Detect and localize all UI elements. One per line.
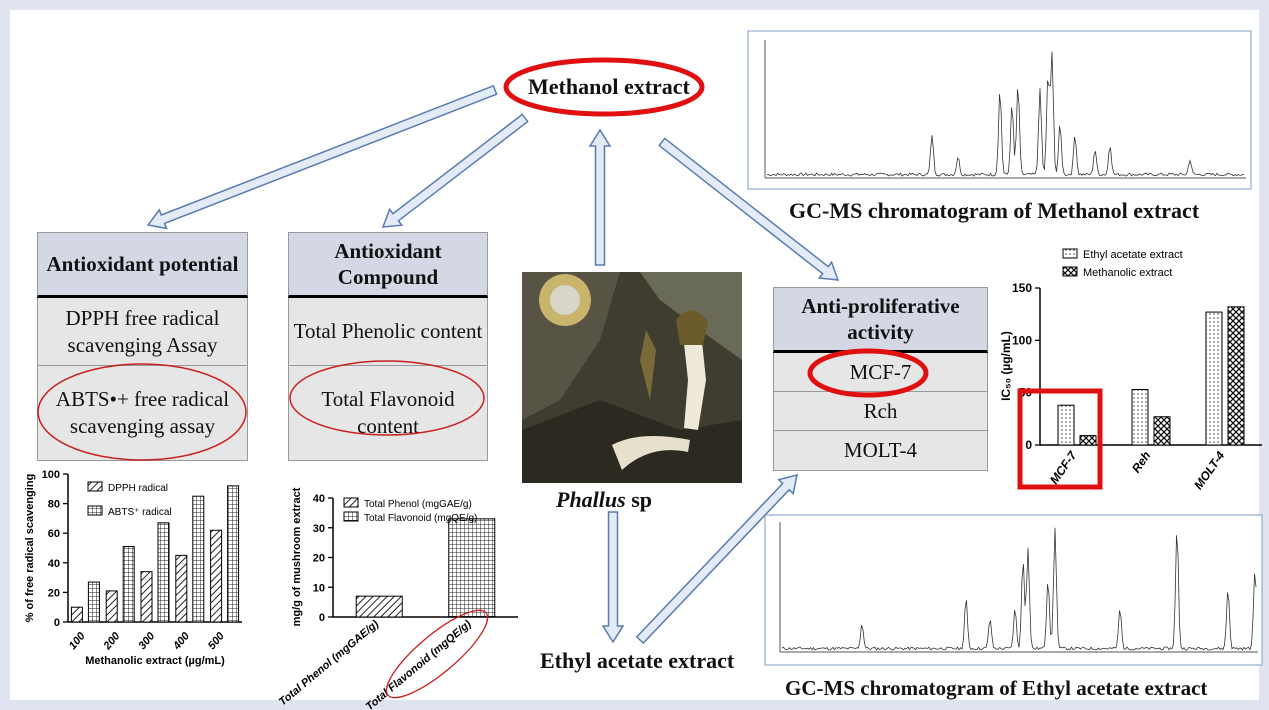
table-row: Total Flavonoid content: [288, 366, 488, 461]
bar: [71, 607, 82, 622]
bar: [158, 523, 169, 622]
bar: [176, 555, 187, 622]
y-tick-label: 30: [313, 523, 325, 535]
species-suffix: sp: [631, 487, 652, 512]
bar: [1154, 417, 1170, 445]
legend-swatch: [1063, 267, 1077, 276]
bar: [1228, 307, 1244, 445]
legend-label: DPPH radical: [108, 483, 168, 494]
gcms-methanol-caption: GC-MS chromatogram of Methanol extract: [789, 198, 1199, 224]
gcms-ethyl-chromatogram: [765, 515, 1262, 665]
y-tick-label: 0: [54, 617, 60, 629]
y-tick-label: 100: [42, 469, 60, 481]
bar: [228, 486, 239, 622]
bar: [356, 596, 402, 617]
gcms-ethyl-caption: GC-MS chromatogram of Ethyl acetate extr…: [785, 676, 1207, 701]
graphical-abstract: 020406080100100200300400500DPPH radicalA…: [0, 0, 1269, 710]
gcms-methanol-chromatogram: [748, 31, 1251, 189]
bar: [1080, 436, 1096, 445]
bar: [141, 572, 152, 622]
legend-swatch: [344, 512, 358, 521]
table-row: MOLT-4: [773, 431, 988, 471]
y-tick-label: 40: [48, 558, 60, 570]
legend-label: Total Flavonoid (mgQE/g): [364, 513, 477, 524]
y-tick-label: 80: [48, 499, 60, 511]
bar: [1206, 312, 1222, 445]
mushroom-photo: [522, 272, 742, 483]
y-tick-label: 100: [1012, 333, 1032, 347]
y-tick-label: 0: [1025, 438, 1032, 452]
table-header: Antioxidant Compound: [288, 232, 488, 298]
legend-swatch: [344, 498, 358, 507]
antioxidant-compound-table: Antioxidant Compound Total Phenolic cont…: [288, 232, 488, 461]
y-tick-label: 50: [1019, 386, 1033, 400]
legend-label: ABTS⁺ radical: [108, 507, 172, 518]
bar: [106, 591, 117, 622]
table-row: MCF-7: [773, 353, 988, 392]
bar: [1132, 390, 1148, 445]
table-row: Rch: [773, 392, 988, 431]
legend-label: Ethyl acetate extract: [1083, 249, 1183, 261]
table-row: Total Phenolic content: [288, 298, 488, 366]
y-tick-label: 60: [48, 528, 60, 540]
anti-proliferative-table: Anti-proliferative activity MCF-7 Rch MO…: [773, 287, 988, 471]
genus: Phallus: [556, 487, 626, 512]
bar: [1058, 405, 1074, 445]
y-tick-label: 20: [48, 587, 60, 599]
bar: [193, 496, 204, 622]
bar: [88, 582, 99, 622]
legend-swatch: [88, 506, 102, 515]
y-axis-label: mg/g of mushroom extract: [291, 487, 303, 626]
y-axis-label: IC₅₀ (µg/mL): [999, 331, 1013, 401]
legend-label: Methanolic extract: [1083, 267, 1172, 279]
y-tick-label: 40: [313, 493, 325, 505]
bar: [211, 530, 222, 622]
y-tick-label: 20: [313, 553, 325, 565]
methanol-extract-label: Methanol extract: [528, 74, 690, 100]
table-row: DPPH free radical scavenging Assay: [37, 298, 248, 366]
legend-swatch: [1063, 249, 1077, 258]
legend-label: Total Phenol (mgGAE/g): [364, 499, 472, 510]
x-axis-label: Methanolic extract (µg/mL): [85, 655, 225, 667]
y-tick-label: 10: [313, 582, 325, 594]
y-tick-label: 150: [1012, 281, 1032, 295]
table-header: Antioxidant potential: [37, 232, 248, 298]
table-row: ABTS•+ free radical scavenging assay: [37, 366, 248, 461]
species-label: Phallus sp: [556, 487, 652, 513]
ethyl-acetate-extract-label: Ethyl acetate extract: [540, 648, 734, 674]
table-header: Anti-proliferative activity: [773, 287, 988, 353]
legend-swatch: [88, 482, 102, 491]
bar: [123, 547, 134, 622]
y-tick-label: 0: [319, 612, 325, 624]
bar: [449, 519, 495, 617]
antioxidant-potential-table: Antioxidant potential DPPH free radical …: [37, 232, 248, 461]
y-axis-label: % of free radical scavenging: [24, 474, 36, 623]
